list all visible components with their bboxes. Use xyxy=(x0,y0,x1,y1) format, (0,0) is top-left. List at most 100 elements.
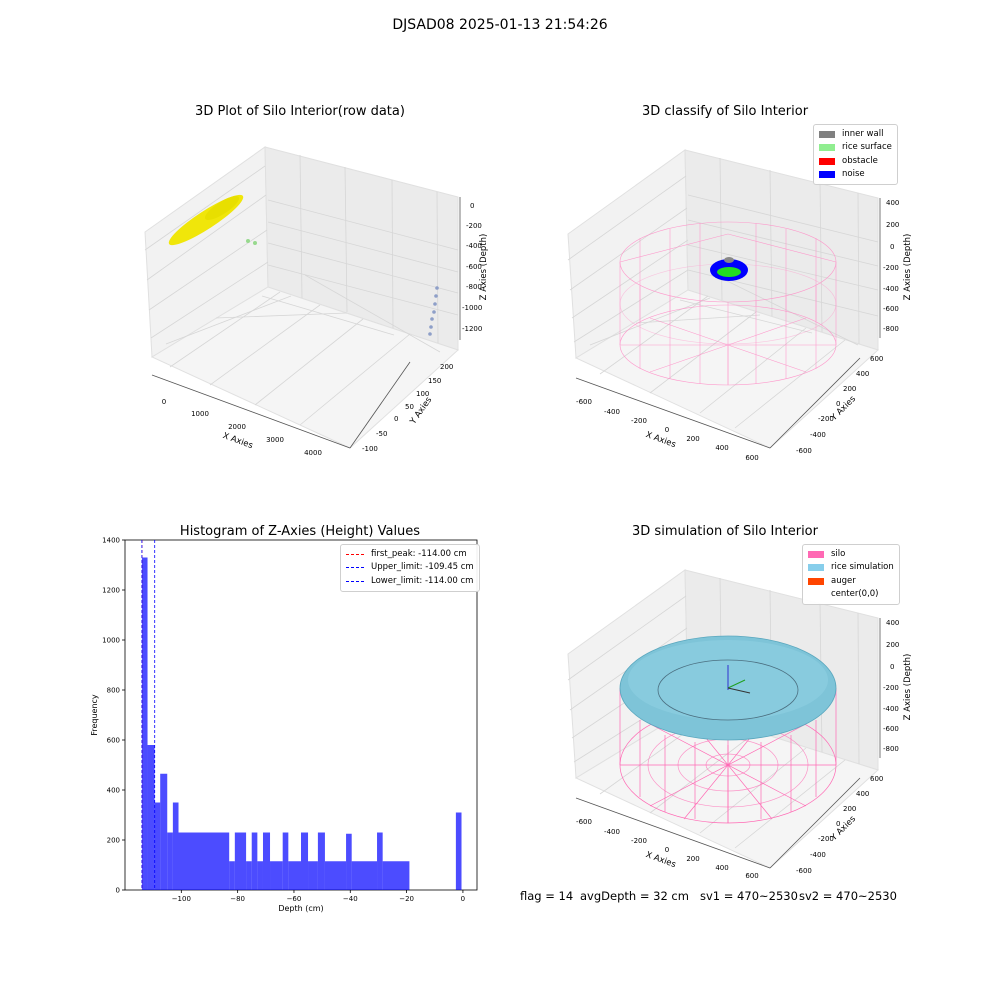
x-tick-label: −40 xyxy=(343,895,358,903)
histogram-bar xyxy=(317,832,325,890)
simulation-ytick: 400 xyxy=(856,790,869,798)
classify-ylabel: Y Axies xyxy=(828,394,858,424)
simulation-xtick: 200 xyxy=(686,855,699,863)
sv1-text: sv1 = 470~2530 xyxy=(700,889,798,903)
simulation-ztick: 400 xyxy=(886,619,899,627)
raw-ztick: -1200 xyxy=(462,325,482,333)
simulation-xlabel: X Axies xyxy=(644,850,677,870)
histogram-bar xyxy=(308,861,318,890)
legend-entry: silo xyxy=(808,548,894,561)
histogram-bar xyxy=(160,773,168,890)
legend-label: inner wall xyxy=(842,129,884,139)
classify-plot-title: 3D classify of Silo Interior xyxy=(641,104,809,119)
legend-entry: center(0,0) xyxy=(808,588,894,601)
simulation-ytick: -600 xyxy=(796,867,812,875)
avg-depth-text: avgDepth = 32 cm xyxy=(580,889,689,903)
simulation-axis-lines xyxy=(575,618,881,869)
classify-xtick: 0 xyxy=(665,426,669,434)
classify-ytick: -400 xyxy=(810,431,826,439)
raw-ytick: 200 xyxy=(440,363,453,371)
classify-noise-cluster xyxy=(710,257,748,281)
legend-entry: auger xyxy=(808,575,894,588)
histogram-bar xyxy=(377,832,383,890)
histogram-xlabel: Depth (cm) xyxy=(278,904,323,913)
x-tick-label: −60 xyxy=(287,895,302,903)
simulation-ytick: -200 xyxy=(818,835,834,843)
sv2-text: sv2 = 470~2530 xyxy=(799,889,897,903)
simulation-ztick: -400 xyxy=(883,705,899,713)
histogram-bar xyxy=(172,802,179,890)
legend-label: silo xyxy=(831,549,846,559)
histogram-bar xyxy=(234,832,247,890)
histogram-bar xyxy=(288,861,301,890)
raw-ztick: -400 xyxy=(466,242,482,250)
x-tick-label: −80 xyxy=(230,895,245,903)
classify-legend: inner wall rice surface obstacle noise xyxy=(813,124,898,186)
classify-ytick: -200 xyxy=(818,415,834,423)
histogram-xticks: −100 −80 −60 −40 −20 0 xyxy=(172,890,465,903)
histogram-bar xyxy=(346,833,352,890)
histogram-yticks: 0 200 400 600 800 1000 1200 1400 xyxy=(102,537,125,895)
classify-ztick: -400 xyxy=(883,285,899,293)
legend-entry: Lower_limit: -114.00 cm xyxy=(346,575,474,588)
x-tick-label: 0 xyxy=(461,895,465,903)
raw-ztick: -800 xyxy=(466,283,482,291)
histogram-bar xyxy=(324,861,347,890)
classify-xtick: 600 xyxy=(745,454,758,460)
histogram-bar xyxy=(301,832,309,890)
histogram-bar xyxy=(382,861,410,890)
simulation-xtick: 0 xyxy=(665,846,669,854)
histogram-bar xyxy=(147,745,155,890)
histogram-bar xyxy=(351,861,378,890)
histogram-bar xyxy=(270,861,283,890)
classify-axis-lines xyxy=(575,198,881,449)
legend-label: rice simulation xyxy=(831,562,894,573)
histogram-bar xyxy=(154,802,161,890)
simulation-legend: silo rice simulation auger center(0,0) xyxy=(802,544,900,606)
raw-xtick: 0 xyxy=(162,398,166,406)
raw-plot-title: 3D Plot of Silo Interior(row data) xyxy=(195,104,405,119)
histogram-title: Histogram of Z-Axies (Height) Values xyxy=(179,524,421,539)
raw-xtick: 4000 xyxy=(304,449,322,457)
raw-ytick: 50 xyxy=(405,403,414,411)
classify-back-panes xyxy=(567,149,879,449)
x-tick-label: −20 xyxy=(399,895,414,903)
classify-ztick: 400 xyxy=(886,199,899,207)
y-tick-label: 1200 xyxy=(102,587,120,595)
raw-ztick: -200 xyxy=(466,222,482,230)
legend-entry: Upper_limit: -109.45 cm xyxy=(346,561,474,574)
x-tick-label: −100 xyxy=(172,895,191,903)
classify-ytick: 600 xyxy=(870,355,883,363)
classify-ytick: 200 xyxy=(843,385,856,393)
simulation-ytick: 0 xyxy=(836,820,840,828)
simulation-ztick: -200 xyxy=(883,684,899,692)
legend-label: center(0,0) xyxy=(831,588,879,599)
simulation-ytick: -400 xyxy=(810,851,826,859)
y-tick-label: 0 xyxy=(116,887,120,895)
raw-ztick: -1000 xyxy=(462,304,482,312)
classify-ytick: 400 xyxy=(856,370,869,378)
histogram-ylabel: Frequency xyxy=(90,694,99,736)
raw-3d-plot: 0 1000 2000 3000 4000 -100 -50 0 50 100 … xyxy=(144,146,489,457)
y-tick-label: 600 xyxy=(107,737,120,745)
simulation-xtick: -400 xyxy=(604,828,620,836)
legend-entry: obstacle xyxy=(819,155,892,168)
classify-inner-wall-mesh xyxy=(619,221,837,386)
histogram-bar xyxy=(167,832,173,890)
legend-label: rice surface xyxy=(842,142,892,153)
classify-xtick: -200 xyxy=(631,417,647,425)
legend-entry: noise xyxy=(819,168,892,181)
classify-ztick: -200 xyxy=(883,264,899,272)
raw-ytick: -100 xyxy=(362,445,378,453)
legend-entry: first_peak: -114.00 cm xyxy=(346,548,474,561)
simulation-3d-plot: -600 -400 -200 0 200 400 600 -600 -400 -… xyxy=(567,569,913,880)
histogram-chart: −100 −80 −60 −40 −20 0 0 200 400 600 800 1000 1200 1… xyxy=(90,537,478,913)
simulation-xtick: -600 xyxy=(576,818,592,826)
classify-ytick: -600 xyxy=(796,447,812,455)
raw-axis-lines xyxy=(151,197,461,449)
classify-ztick: 0 xyxy=(890,243,894,251)
classify-zlabel: Z Axies (Depth) xyxy=(903,234,913,301)
histogram-bars xyxy=(141,557,462,890)
flag-text: flag = 14 xyxy=(520,889,574,903)
classify-xtick: -400 xyxy=(604,408,620,416)
